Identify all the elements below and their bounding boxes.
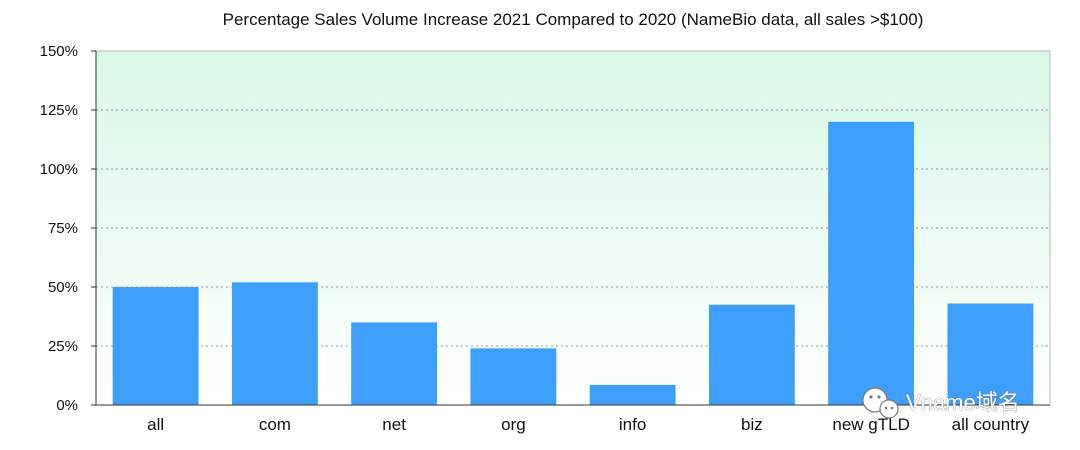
chart-title: Percentage Sales Volume Increase 2021 Co… — [223, 10, 924, 29]
x-tick-label: com — [259, 415, 291, 434]
y-tick-label: 75% — [48, 220, 78, 237]
y-tick-label: 25% — [48, 338, 78, 355]
y-tick-label: 150% — [40, 43, 78, 60]
x-tick-label: net — [382, 415, 406, 434]
y-tick-label: 50% — [48, 279, 78, 296]
bar-all — [112, 287, 199, 405]
x-tick-label: info — [619, 415, 646, 434]
bar-info — [589, 384, 676, 405]
x-tick-label: org — [501, 415, 526, 434]
y-axis-ticks: 0% 25% 50% 75% 100% 125% 150% — [40, 43, 96, 414]
bar-com — [231, 282, 318, 405]
watermark: Vname域名 — [862, 387, 1020, 419]
x-tick-label: all — [147, 415, 164, 434]
y-tick-label: 100% — [40, 161, 78, 178]
bar-new-gTLD — [828, 121, 915, 406]
x-axis-ticks: all com net org info biz new gTLD all country — [147, 415, 1029, 434]
bar-all-country — [947, 303, 1034, 405]
watermark-text: Vname域名 — [906, 390, 1020, 415]
x-tick-label: biz — [741, 415, 763, 434]
y-tick-label: 0% — [56, 397, 78, 414]
bar-org — [470, 348, 557, 405]
wechat-icon — [862, 387, 899, 419]
x-tick-label: all country — [952, 415, 1030, 434]
bar-biz — [708, 304, 795, 405]
x-tick-label: new gTLD — [832, 415, 909, 434]
bar-net — [351, 322, 438, 405]
y-tick-label: 125% — [40, 102, 78, 119]
bars — [112, 121, 1034, 406]
